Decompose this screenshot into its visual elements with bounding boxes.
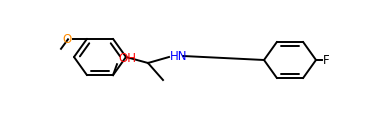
Text: O: O: [63, 33, 72, 46]
Text: HN: HN: [170, 50, 188, 63]
Text: OH: OH: [118, 51, 136, 64]
Text: F: F: [323, 54, 330, 67]
